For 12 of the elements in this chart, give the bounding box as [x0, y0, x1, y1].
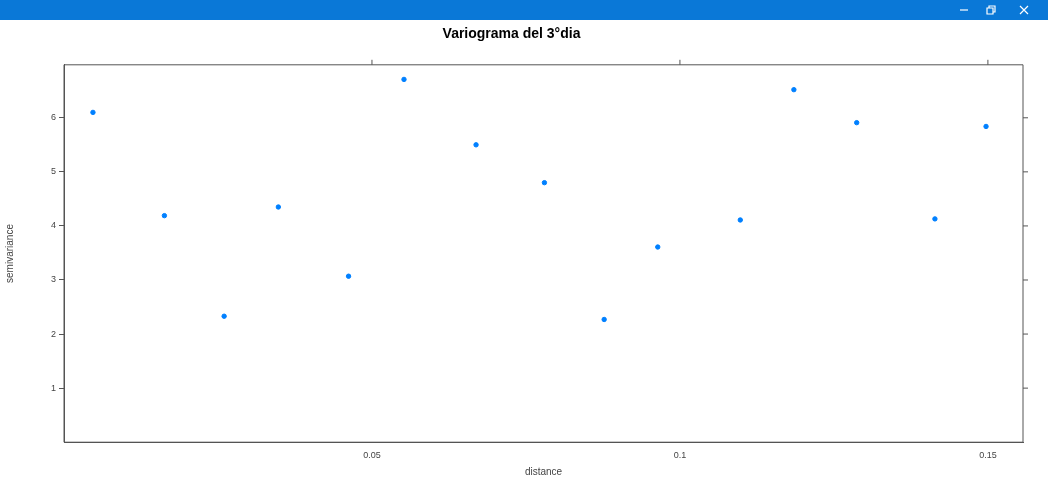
- x-tick-label: 0.15: [979, 450, 997, 461]
- y-tick-label: 6: [50, 112, 56, 123]
- chart-title: Variograma del 3°dia: [442, 25, 581, 42]
- x-axis-title: distance: [524, 465, 563, 477]
- y-tick-label: 3: [50, 274, 56, 285]
- y-tick-label: 5: [50, 166, 56, 177]
- x-tick-label: 0.05: [363, 450, 381, 461]
- x-tick-label: 0.1: [673, 450, 687, 461]
- y-axis-title: semivariance: [3, 223, 15, 283]
- y-tick-label: 2: [50, 328, 56, 339]
- y-tick-label: 4: [50, 220, 56, 231]
- y-tick-label: 1: [50, 382, 56, 393]
